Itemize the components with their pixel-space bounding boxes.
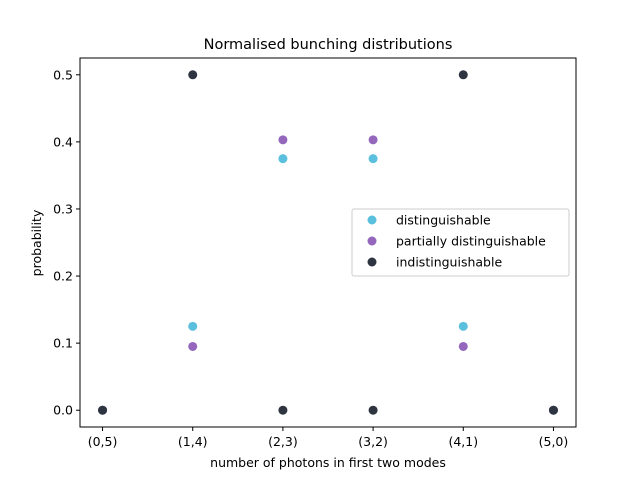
x-tick-label: (0,5) — [88, 434, 118, 449]
point-distinguishable-2 — [278, 154, 288, 164]
scatter-marks — [98, 70, 558, 415]
point-partially-distinguishable-4 — [458, 341, 468, 351]
chart-title: Normalised bunching distributions — [204, 37, 453, 53]
point-distinguishable-4 — [458, 321, 468, 331]
y-tick-label: 0.1 — [53, 336, 73, 351]
point-distinguishable-1 — [188, 321, 198, 331]
point-indistinguishable-3 — [368, 405, 378, 415]
x-tick-label: (2,3) — [268, 434, 298, 449]
point-indistinguishable-5 — [548, 405, 558, 415]
legend-marker — [367, 236, 377, 246]
point-distinguishable-3 — [368, 154, 378, 164]
legend-marker — [367, 215, 377, 225]
y-tick-label: 0.0 — [53, 403, 73, 418]
point-partially-distinguishable-1 — [188, 341, 198, 351]
legend-marker — [367, 257, 377, 267]
x-tick-label: (4,1) — [448, 434, 478, 449]
legend: distinguishable partially distinguishable… — [351, 208, 570, 277]
x-axis: (0,5) (1,4) (2,3) (3,2) (4,1) (5,0) — [88, 427, 569, 449]
y-axis: 0.0 0.1 0.2 0.3 0.4 0.5 — [53, 67, 80, 418]
x-tick-label: (1,4) — [178, 434, 208, 449]
legend-label: distinguishable — [396, 213, 491, 228]
y-tick-label: 0.4 — [53, 134, 73, 149]
y-tick-label: 0.5 — [53, 67, 73, 82]
x-axis-label: number of photons in first two modes — [210, 455, 446, 470]
point-indistinguishable-4 — [458, 70, 468, 80]
x-tick-label: (3,2) — [358, 434, 388, 449]
point-indistinguishable-2 — [278, 405, 288, 415]
legend-box — [351, 208, 570, 277]
legend-label: partially distinguishable — [396, 234, 546, 249]
point-indistinguishable-1 — [188, 70, 198, 80]
plot-area-frame — [79, 57, 577, 428]
legend-label: indistinguishable — [396, 255, 502, 270]
point-partially-distinguishable-2 — [278, 135, 288, 145]
y-tick-label: 0.2 — [53, 269, 73, 284]
point-indistinguishable-0 — [98, 405, 108, 415]
point-partially-distinguishable-3 — [368, 135, 378, 145]
y-tick-label: 0.3 — [53, 201, 73, 216]
y-axis-label: probability — [29, 209, 44, 276]
x-tick-label: (5,0) — [539, 434, 569, 449]
